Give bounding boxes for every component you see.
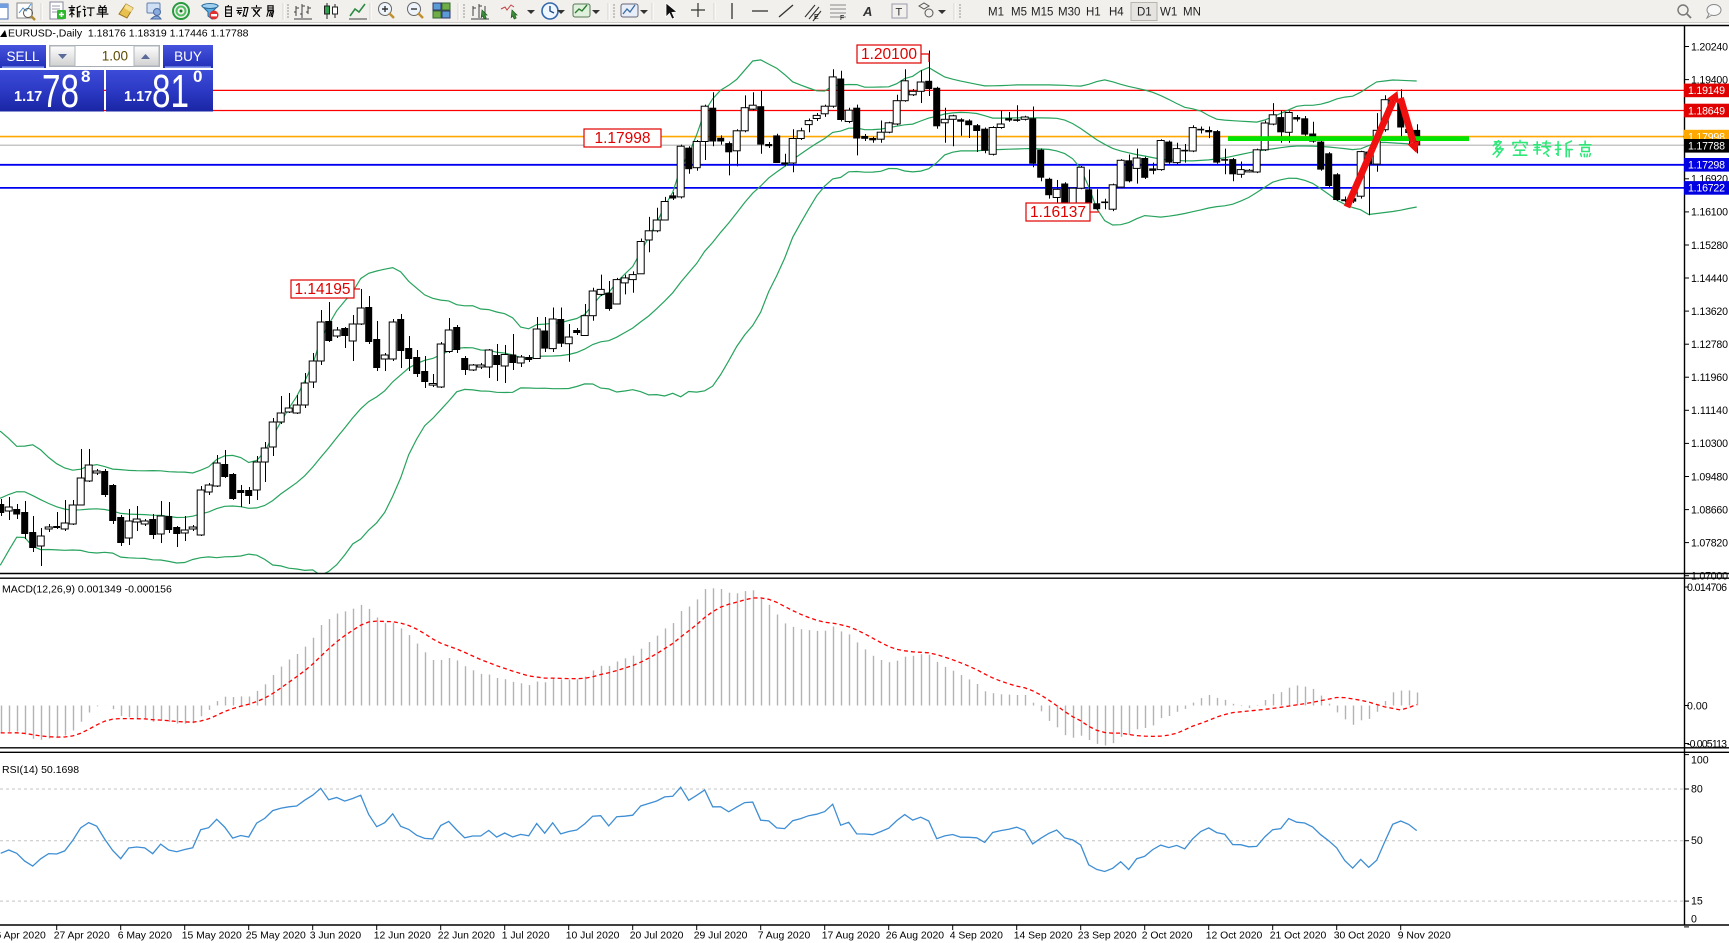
- svg-text:M5: M5: [1011, 7, 1027, 19]
- svg-text:1.16100: 1.16100: [1691, 207, 1728, 219]
- svg-text:EURUSD-,Daily 1.18176 1.18319: EURUSD-,Daily 1.18176 1.18319 1.17446 1.…: [8, 28, 249, 40]
- svg-text:D1: D1: [1137, 7, 1152, 19]
- svg-text:1.10300: 1.10300: [1691, 438, 1728, 450]
- svg-text:80: 80: [1691, 783, 1703, 795]
- svg-text:3 Jun 2020: 3 Jun 2020: [310, 931, 362, 942]
- svg-text:RSI(14) 50.1698: RSI(14) 50.1698: [2, 764, 79, 776]
- svg-text:1.12780: 1.12780: [1691, 339, 1728, 351]
- svg-text:22 Jun 2020: 22 Jun 2020: [438, 931, 495, 942]
- svg-text:25 May 2020: 25 May 2020: [246, 931, 306, 942]
- svg-text:T: T: [896, 7, 903, 19]
- svg-text:BUY: BUY: [174, 49, 202, 64]
- svg-text:81: 81: [152, 65, 189, 117]
- svg-text:1.09480: 1.09480: [1691, 471, 1728, 483]
- svg-text:1.14195: 1.14195: [294, 281, 350, 298]
- svg-text:8: 8: [81, 67, 90, 86]
- svg-text:1.11140: 1.11140: [1691, 405, 1728, 417]
- svg-text:27 Apr 2020: 27 Apr 2020: [54, 931, 110, 942]
- svg-text:0.014706: 0.014706: [1687, 582, 1727, 594]
- svg-text:1.00: 1.00: [102, 49, 128, 64]
- svg-text:1.14440: 1.14440: [1691, 273, 1728, 285]
- svg-text:26 Aug 2020: 26 Aug 2020: [886, 931, 945, 942]
- svg-text:M1: M1: [988, 7, 1004, 19]
- svg-text:2 Oct 2020: 2 Oct 2020: [1142, 931, 1193, 942]
- svg-text:12 Jun 2020: 12 Jun 2020: [374, 931, 431, 942]
- svg-text:1 Jul 2020: 1 Jul 2020: [502, 931, 550, 942]
- svg-text:1.16137: 1.16137: [1030, 204, 1086, 221]
- svg-text:H1: H1: [1086, 7, 1101, 19]
- svg-text:30 Oct 2020: 30 Oct 2020: [1334, 931, 1391, 942]
- svg-text:0: 0: [1691, 914, 1697, 926]
- svg-text:1.17: 1.17: [14, 89, 42, 105]
- svg-text:20 Jul 2020: 20 Jul 2020: [630, 931, 684, 942]
- svg-text:0: 0: [193, 67, 202, 86]
- svg-text:1.13620: 1.13620: [1691, 306, 1728, 318]
- svg-text:MACD(12,26,9) 0.001349 -0.0001: MACD(12,26,9) 0.001349 -0.000156: [2, 584, 172, 596]
- svg-text:6 May 2020: 6 May 2020: [118, 931, 173, 942]
- svg-text:21 Oct 2020: 21 Oct 2020: [1270, 931, 1327, 942]
- svg-text:14 Sep 2020: 14 Sep 2020: [1014, 931, 1073, 942]
- svg-text:F: F: [840, 15, 844, 22]
- svg-text:9 Nov 2020: 9 Nov 2020: [1398, 931, 1451, 942]
- svg-text:E: E: [814, 14, 819, 21]
- svg-text:15 May 2020: 15 May 2020: [182, 931, 242, 942]
- svg-text:1.17998: 1.17998: [594, 130, 650, 147]
- svg-text:12 Oct 2020: 12 Oct 2020: [1206, 931, 1263, 942]
- svg-text:16 Apr 2020: 16 Apr 2020: [0, 931, 46, 942]
- svg-text:MN: MN: [1183, 7, 1201, 19]
- svg-text:A: A: [862, 4, 872, 19]
- svg-text:SELL: SELL: [6, 49, 40, 64]
- svg-text:4 Sep 2020: 4 Sep 2020: [950, 931, 1003, 942]
- svg-text:1.07820: 1.07820: [1691, 537, 1728, 549]
- svg-text:15: 15: [1691, 895, 1703, 907]
- svg-text:M15: M15: [1031, 7, 1053, 19]
- svg-text:W1: W1: [1160, 7, 1177, 19]
- svg-text:1.17: 1.17: [124, 89, 152, 105]
- svg-text:7 Aug 2020: 7 Aug 2020: [758, 931, 811, 942]
- svg-text:1.11960: 1.11960: [1691, 372, 1728, 384]
- svg-text:1.15280: 1.15280: [1691, 240, 1728, 252]
- svg-text:50: 50: [1691, 835, 1703, 847]
- svg-text:29 Jul 2020: 29 Jul 2020: [694, 931, 748, 942]
- svg-text:1.19400: 1.19400: [1691, 74, 1728, 86]
- svg-text:1.19149: 1.19149: [1688, 85, 1725, 97]
- svg-text:10 Jul 2020: 10 Jul 2020: [566, 931, 620, 942]
- svg-text:1.08660: 1.08660: [1691, 504, 1728, 516]
- svg-text:78: 78: [42, 65, 79, 117]
- svg-text:17 Aug 2020: 17 Aug 2020: [822, 931, 881, 942]
- svg-text:1.17788: 1.17788: [1688, 141, 1725, 153]
- svg-text:100: 100: [1691, 755, 1709, 767]
- svg-text:1.20240: 1.20240: [1691, 41, 1728, 53]
- svg-text:0.00: 0.00: [1687, 700, 1708, 712]
- svg-text:M30: M30: [1058, 7, 1080, 19]
- svg-text:1.16722: 1.16722: [1688, 183, 1725, 195]
- svg-text:-0.005113: -0.005113: [1687, 738, 1727, 750]
- svg-text:1.17298: 1.17298: [1688, 160, 1725, 172]
- svg-text:23 Sep 2020: 23 Sep 2020: [1078, 931, 1137, 942]
- svg-text:1.20100: 1.20100: [861, 46, 917, 63]
- svg-text:H4: H4: [1109, 7, 1124, 19]
- svg-text:1.07000: 1.07000: [1691, 571, 1728, 583]
- svg-text:1.18649: 1.18649: [1688, 105, 1725, 117]
